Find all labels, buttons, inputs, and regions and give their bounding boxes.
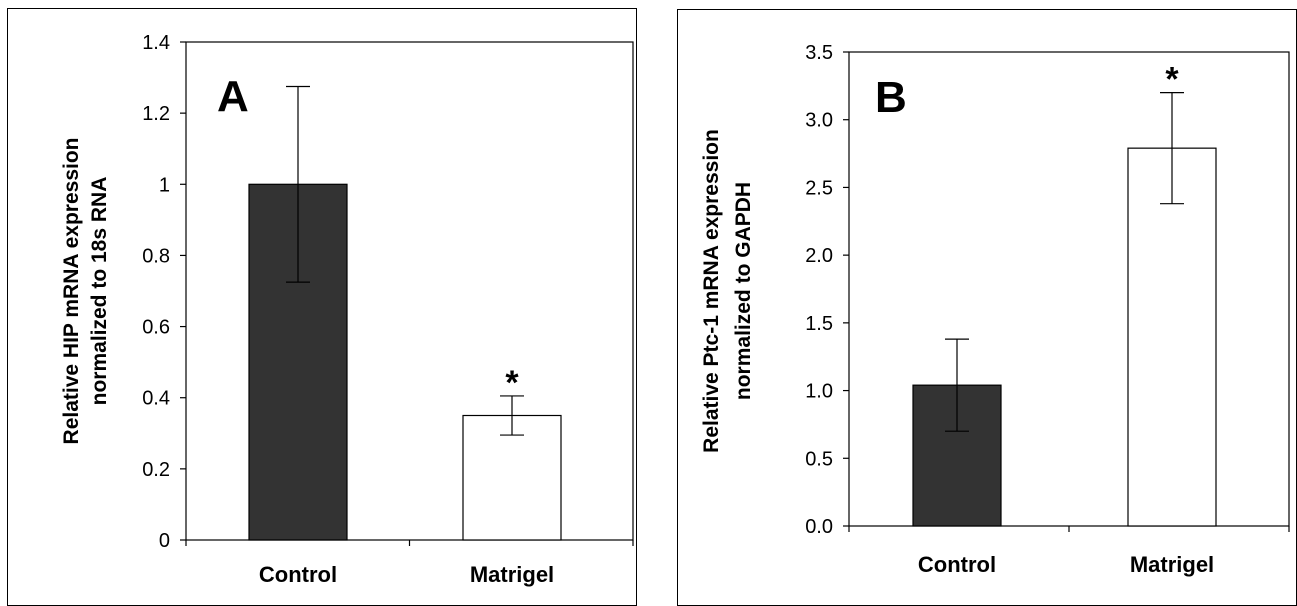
y-tick-label-b: 3.5 [805, 42, 833, 64]
y-axis-label-b: normalized to GAPDH [732, 182, 755, 400]
y-tick-label-a: 0.6 [142, 317, 170, 339]
y-tick-label-b: 0.0 [805, 516, 833, 538]
x-category-label-b: Control [918, 552, 996, 577]
y-tick-label-b: 2.5 [805, 177, 833, 199]
panel-letter-a: A [217, 72, 249, 121]
y-tick-label-a: 1.4 [142, 32, 170, 54]
significance-mark-b: * [1165, 61, 1179, 99]
x-category-label-a: Matrigel [470, 562, 554, 587]
panel-letter-b: B [875, 73, 907, 122]
x-category-label-a: Control [259, 562, 337, 587]
bar-a-control [248, 183, 348, 541]
significance-mark-a: * [505, 364, 519, 402]
y-tick-label-b: 1.5 [805, 313, 833, 335]
y-axis-label-b: Relative Ptc-1 mRNA expression [700, 129, 723, 453]
y-tick-label-a: 0.4 [142, 388, 170, 410]
y-tick-label-b: 1.0 [805, 381, 833, 403]
y-axis-label-a: normalized to 18s RNA [88, 177, 111, 406]
x-category-label-b: Matrigel [1130, 552, 1214, 577]
y-tick-label-b: 0.5 [805, 448, 833, 470]
y-tick-label-a: 0.2 [142, 459, 170, 481]
y-axis-label-a: Relative HIP mRNA expression [60, 138, 83, 445]
y-tick-label-b: 3.0 [805, 110, 833, 132]
bar-b-matrigel [1127, 147, 1217, 527]
y-tick-label-a: 0.8 [142, 245, 170, 267]
y-tick-label-a: 1.2 [142, 103, 170, 125]
bar-a-matrigel [462, 414, 562, 541]
y-tick-label-a: 1 [159, 174, 170, 196]
y-tick-label-b: 2.0 [805, 245, 833, 267]
y-tick-label-a: 0 [159, 530, 170, 552]
